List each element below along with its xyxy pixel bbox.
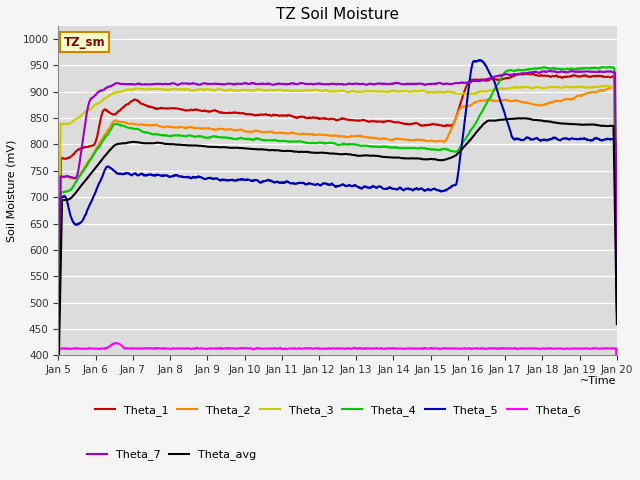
Y-axis label: Soil Moisture (mV): Soil Moisture (mV)	[7, 139, 17, 242]
Theta_avg	[291, 149, 299, 155]
Theta_7	[98, 88, 106, 94]
Theta_avg	[613, 321, 621, 327]
Theta_6	[314, 345, 321, 351]
Theta_6	[112, 340, 120, 346]
Theta_6	[292, 346, 300, 351]
Theta_7	[548, 68, 556, 74]
Theta_1	[291, 114, 299, 120]
Theta_7	[54, 369, 62, 374]
Theta_5	[291, 181, 299, 187]
Theta_2	[120, 120, 128, 125]
Theta_7	[291, 81, 299, 87]
Theta_1	[372, 119, 380, 124]
Theta_avg	[313, 150, 321, 156]
Theta_3	[303, 87, 310, 93]
Theta_5	[120, 171, 128, 177]
Theta_5	[54, 380, 62, 385]
Theta_2	[303, 132, 310, 137]
Theta_7	[613, 275, 621, 281]
Theta_3	[291, 87, 299, 93]
Line: Theta_5: Theta_5	[58, 60, 617, 383]
Theta_3	[613, 284, 621, 289]
Title: TZ Soil Moisture: TZ Soil Moisture	[276, 7, 399, 22]
Theta_2	[54, 356, 62, 361]
Line: Theta_2: Theta_2	[58, 87, 617, 359]
Legend: Theta_7, Theta_avg: Theta_7, Theta_avg	[83, 445, 261, 465]
Theta_3	[120, 88, 128, 94]
Theta_4	[54, 364, 62, 370]
Theta_2	[291, 131, 299, 136]
Theta_4	[120, 123, 128, 129]
Theta_3	[372, 89, 380, 95]
Theta_6	[613, 432, 621, 438]
Theta_5	[313, 181, 321, 187]
Theta_7	[120, 81, 128, 87]
Theta_avg	[303, 149, 310, 155]
Theta_2	[613, 308, 621, 313]
Theta_1	[313, 115, 321, 120]
Theta_avg	[120, 141, 128, 146]
Text: TZ_sm: TZ_sm	[64, 36, 106, 49]
Theta_6	[303, 346, 311, 351]
Line: Theta_6: Theta_6	[58, 343, 617, 435]
Theta_avg	[98, 157, 106, 163]
Theta_1	[120, 104, 128, 109]
Theta_4	[98, 140, 106, 146]
Theta_1	[54, 345, 62, 350]
Theta_4	[313, 140, 321, 146]
Theta_7	[313, 81, 321, 86]
Theta_2	[313, 132, 321, 137]
Theta_5	[476, 57, 484, 63]
Theta_5	[372, 184, 380, 190]
Theta_4	[372, 144, 380, 150]
Theta_5	[303, 181, 310, 187]
Theta_avg	[54, 380, 62, 386]
Theta_2	[98, 137, 106, 143]
Theta_2	[372, 135, 380, 141]
Theta_5	[98, 176, 106, 181]
Theta_6	[98, 346, 106, 351]
Theta_3	[603, 83, 611, 89]
Theta_6	[54, 432, 62, 438]
Legend: Theta_1, Theta_2, Theta_3, Theta_4, Theta_5, Theta_6: Theta_1, Theta_2, Theta_3, Theta_4, Thet…	[90, 400, 585, 420]
Theta_2	[611, 84, 618, 90]
Theta_1	[613, 301, 621, 307]
Theta_7	[372, 81, 380, 87]
Theta_6	[121, 346, 129, 351]
Theta_4	[613, 298, 621, 303]
Line: Theta_3: Theta_3	[58, 86, 617, 345]
Theta_1	[522, 71, 530, 76]
Theta_1	[303, 115, 310, 121]
Theta_avg	[372, 153, 380, 159]
Line: Theta_1: Theta_1	[58, 73, 617, 348]
Theta_4	[303, 140, 310, 146]
Theta_3	[313, 87, 321, 93]
Line: Theta_4: Theta_4	[58, 67, 617, 367]
Theta_1	[98, 113, 106, 119]
Theta_5	[613, 308, 621, 313]
Theta_3	[54, 342, 62, 348]
X-axis label: ~Time: ~Time	[580, 376, 617, 386]
Line: Theta_7: Theta_7	[58, 71, 617, 372]
Theta_4	[291, 139, 299, 144]
Theta_6	[372, 345, 380, 351]
Theta_4	[598, 64, 606, 70]
Theta_3	[98, 98, 106, 104]
Theta_7	[303, 81, 310, 87]
Line: Theta_avg: Theta_avg	[58, 118, 617, 383]
Theta_avg	[515, 115, 523, 121]
